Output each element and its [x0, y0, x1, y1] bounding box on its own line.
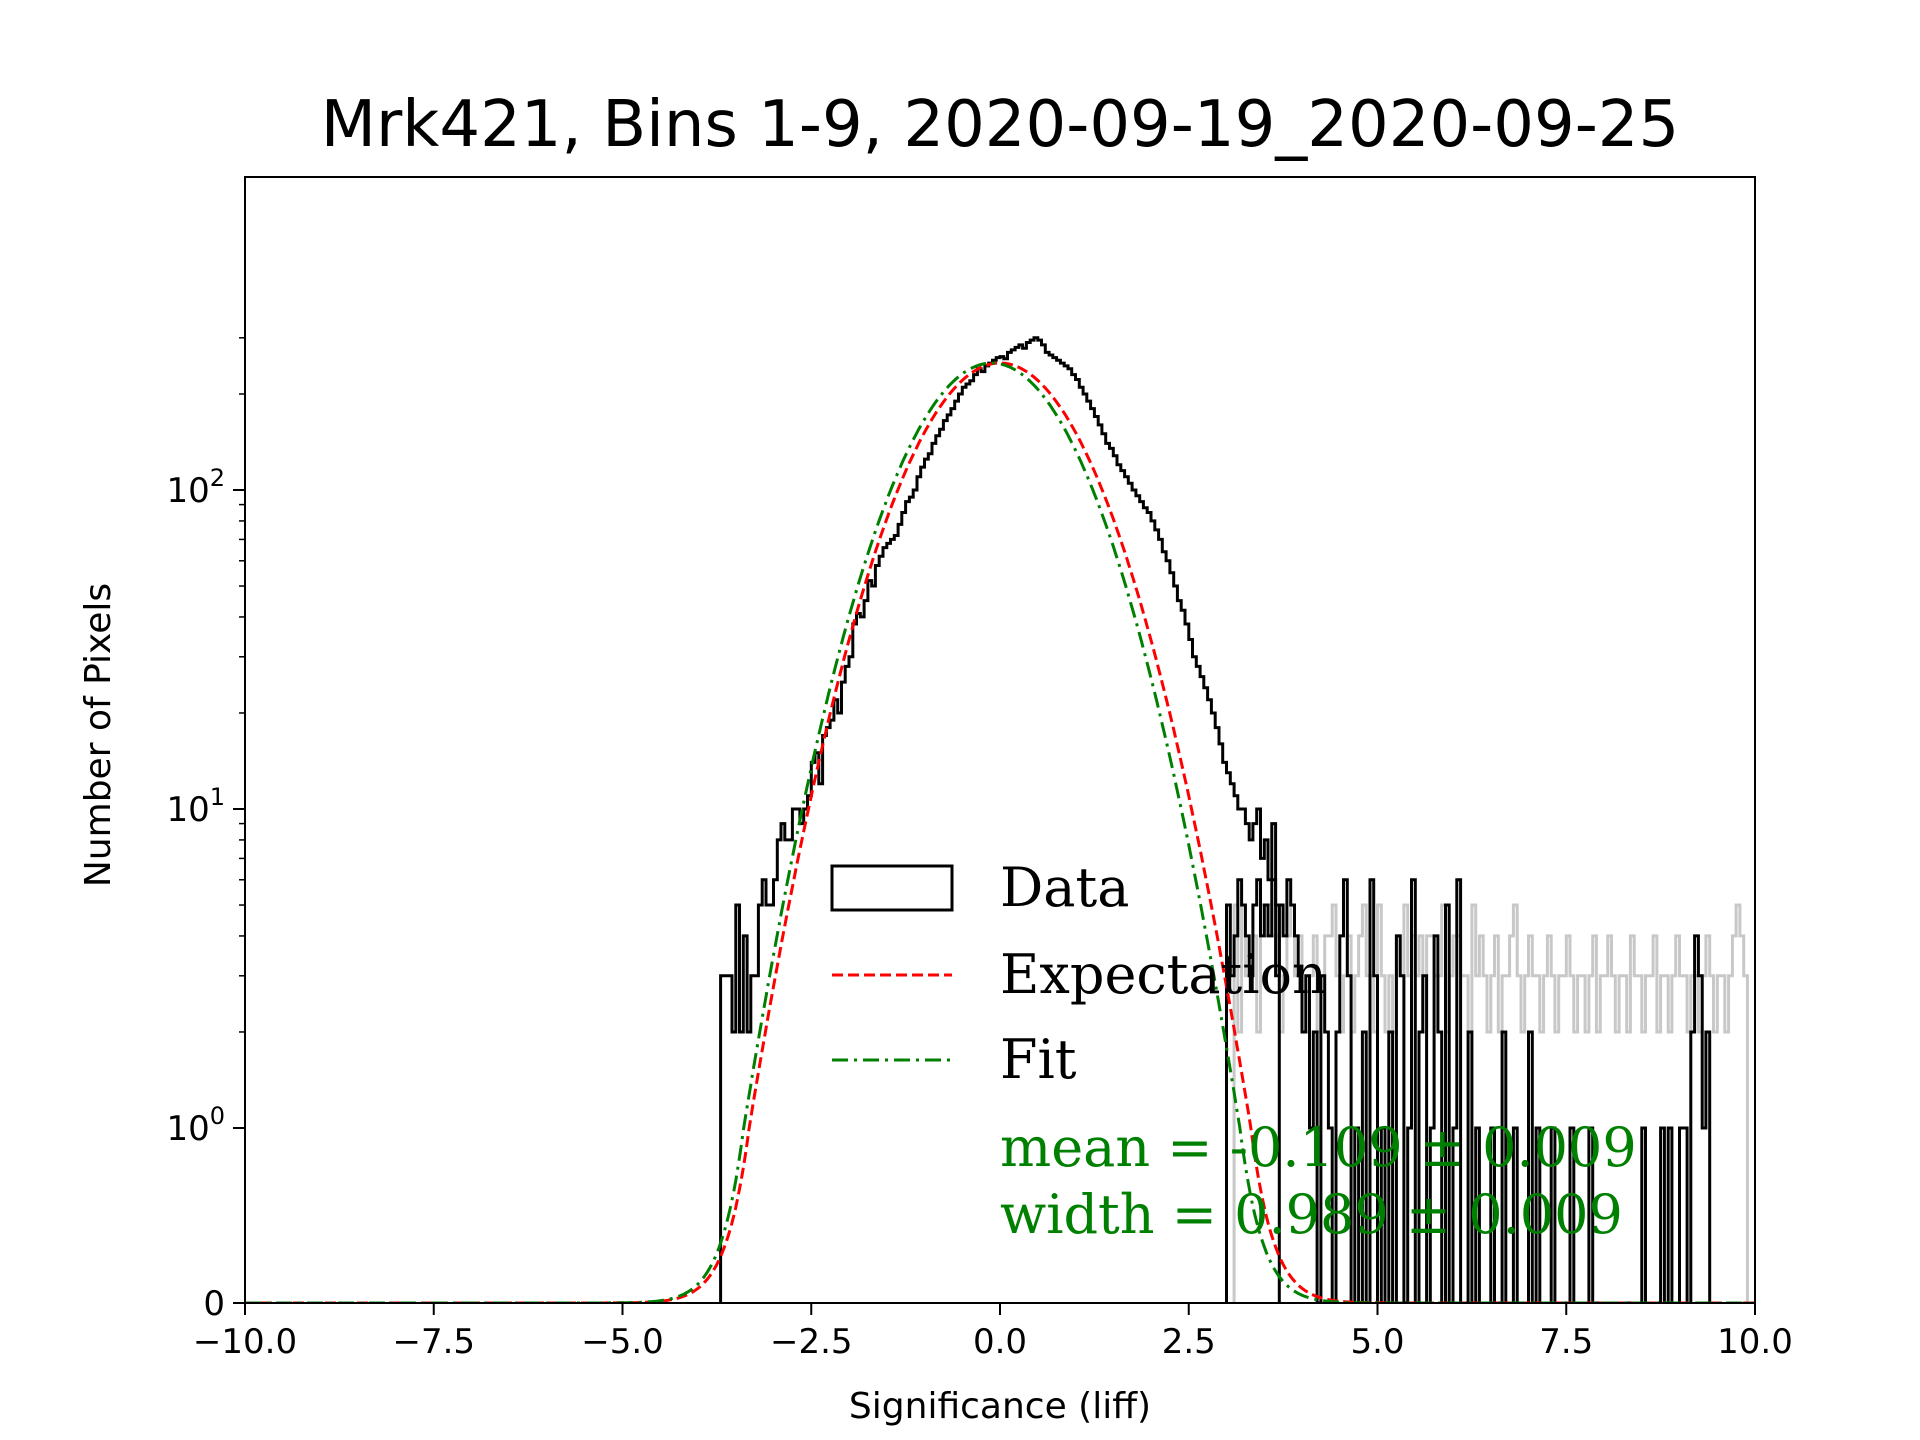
x-tick-label: 10.0 [1717, 1322, 1793, 1362]
x-tick-label: −5.0 [581, 1322, 664, 1362]
data-histogram-tail [1225, 878, 1712, 1303]
fit-mean-label: mean = -0.109 ± 0.009 [1000, 1116, 1637, 1179]
legend: Data Expectation Fit [830, 856, 1327, 1091]
x-tick-label: −10.0 [193, 1322, 297, 1362]
axes: −10.0 −7.5 −5.0 −2.5 0.0 2.5 5.0 7.5 10.0 0 100 101… [166, 176, 1793, 1362]
data-histogram [719, 336, 1281, 1303]
x-axis-label: Significance (liff) [849, 1386, 1151, 1427]
legend-label: Data [1000, 856, 1129, 919]
plot-area [245, 336, 1755, 1303]
fit-width-label: width = 0.989 ± 0.009 [1000, 1183, 1623, 1246]
y-tick-label: 0 [203, 1284, 225, 1324]
y-tick-label: 101 [166, 783, 225, 830]
legend-label: Expectation [1000, 943, 1327, 1006]
legend-label: Fit [1000, 1028, 1077, 1091]
y-tick-label: 102 [166, 464, 225, 511]
y-axis-label: Number of Pixels [78, 583, 119, 887]
x-tick-label: −2.5 [770, 1322, 853, 1362]
y-tick-label: 100 [166, 1102, 225, 1149]
x-tick-label: −7.5 [392, 1322, 475, 1362]
x-tick-label: 2.5 [1162, 1322, 1216, 1362]
legend-data-swatch [830, 864, 954, 912]
x-tick-label: 7.5 [1539, 1322, 1593, 1362]
x-tick-label: 0.0 [973, 1322, 1027, 1362]
x-tick-label: 5.0 [1350, 1322, 1404, 1362]
chart-title: Mrk421, Bins 1-9, 2020-09-19_2020-09-25 [321, 88, 1679, 162]
plot-inner [245, 336, 1755, 1303]
